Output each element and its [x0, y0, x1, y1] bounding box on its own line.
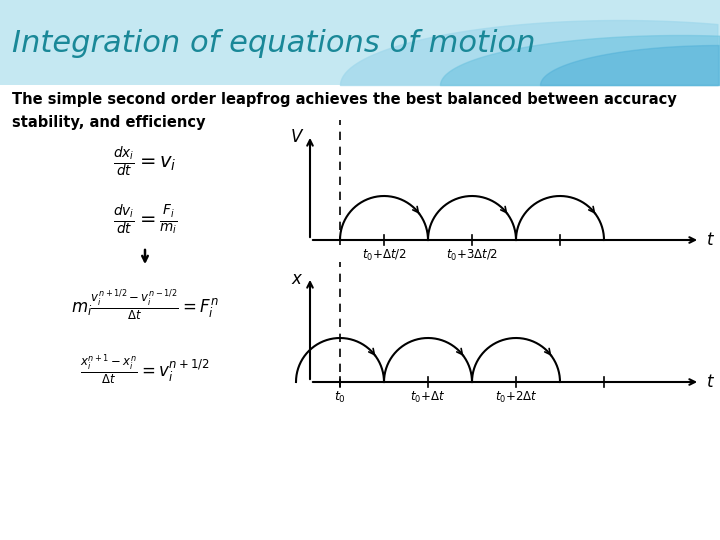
Text: t: t: [707, 231, 714, 249]
Text: $t_0{+}3\Delta t/2$: $t_0{+}3\Delta t/2$: [446, 248, 498, 263]
Text: $t_0{+}2\Delta t$: $t_0{+}2\Delta t$: [495, 390, 537, 405]
Text: $m_i \frac{v_i^{n+1/2} - v_i^{n-1/2}}{\Delta t} = F_i^n$: $m_i \frac{v_i^{n+1/2} - v_i^{n-1/2}}{\D…: [71, 287, 219, 322]
Text: x: x: [291, 270, 301, 288]
Text: t: t: [707, 373, 714, 391]
Text: $\frac{x_i^{n+1} - x_i^n}{\Delta t} = v_i^{n+1/2}$: $\frac{x_i^{n+1} - x_i^n}{\Delta t} = v_…: [80, 353, 210, 387]
Text: $t_0{+}\Delta t/2$: $t_0{+}\Delta t/2$: [361, 248, 406, 263]
Text: $\frac{dx_i}{dt} = v_i$: $\frac{dx_i}{dt} = v_i$: [113, 145, 176, 179]
Polygon shape: [0, 0, 720, 85]
Text: V: V: [290, 128, 302, 146]
Text: Integration of equations of motion: Integration of equations of motion: [12, 29, 536, 57]
Text: $\frac{dv_i}{dt} = \frac{F_i}{m_i}$: $\frac{dv_i}{dt} = \frac{F_i}{m_i}$: [113, 203, 177, 237]
Text: $t_0$: $t_0$: [334, 390, 346, 405]
Text: $t_0{+}\Delta t$: $t_0{+}\Delta t$: [410, 390, 446, 405]
Text: The simple second order leapfrog achieves the best balanced between accuracy
sta: The simple second order leapfrog achieve…: [12, 92, 677, 130]
